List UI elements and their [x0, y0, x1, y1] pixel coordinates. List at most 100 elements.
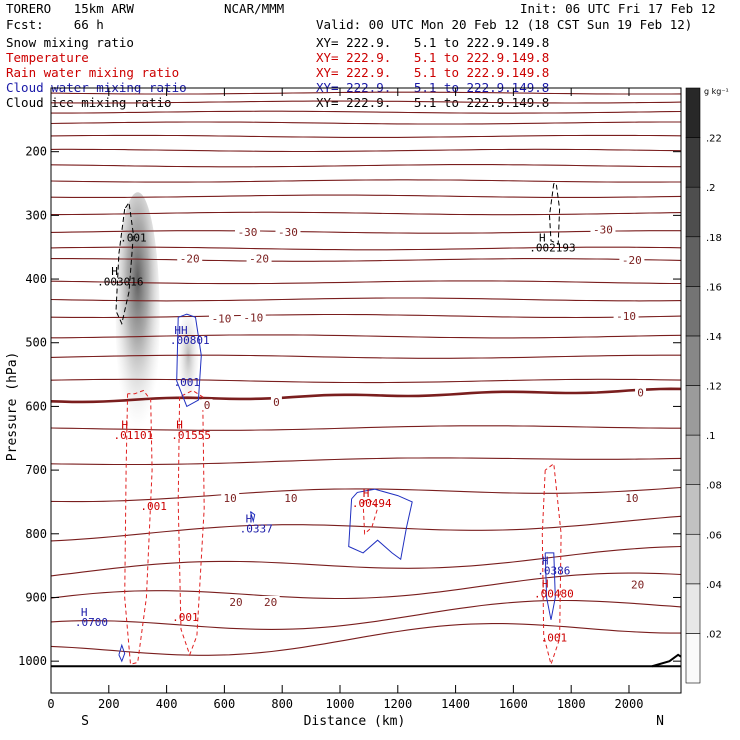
cloud-water-contour: [118, 643, 126, 663]
isotherm-line: [51, 110, 682, 114]
y-axis-label: Pressure (hPa): [5, 352, 20, 462]
valid-time: Valid: 00 UTC Mon 20 Feb 12 (18 CST Sun …: [316, 17, 693, 32]
isotherm-label: -20: [622, 254, 642, 267]
colorbar-segment: [685, 484, 701, 535]
contour-annotation: H: [363, 487, 370, 500]
contour-annotation: H: [121, 419, 128, 432]
isotherm-line: [50, 121, 681, 125]
contour-annotation: .00801: [170, 334, 210, 347]
cloud-ice-contour: [548, 183, 561, 245]
isotherm-label-bg: [281, 492, 300, 504]
isotherm-label-bg: [209, 312, 235, 324]
colorbar-segment: [685, 533, 701, 585]
x-tick-label: 200: [98, 697, 120, 711]
cloud-water-contour: [348, 488, 413, 561]
x-axis-label: Distance (km): [304, 714, 406, 729]
isotherm-label: -30: [278, 226, 298, 239]
forecast-hour: Fcst: 66 h: [6, 17, 104, 32]
contour-annotation: .0700: [75, 616, 108, 629]
isotherm-line: [50, 425, 681, 431]
y-tick-label: 500: [25, 336, 47, 350]
isotherm-line: [50, 148, 682, 153]
field-name-rain: Rain water mixing ratio: [6, 65, 180, 80]
contour-annotation: H: [246, 512, 253, 525]
colorbar-segment: [685, 583, 701, 634]
contour-annotation: .0337: [240, 523, 273, 536]
colorbar-tick-label: .1: [706, 431, 716, 442]
isotherm-line: [50, 599, 682, 630]
isotherm-label: -10: [212, 313, 232, 326]
contour-annotation: .00480: [534, 587, 574, 600]
isotherm-line: [50, 313, 682, 319]
x-tick-label: 600: [214, 697, 236, 711]
contour-annotation: H: [111, 265, 118, 278]
contour-annotation: H: [81, 606, 88, 619]
isotherm-line: [50, 164, 681, 168]
isotherm-label: 10: [284, 492, 297, 505]
contour-annotation: H: [542, 577, 549, 590]
isotherm-label-bg: [246, 252, 272, 264]
colorbar-segment: [685, 186, 701, 238]
isotherm-line: [50, 623, 681, 656]
contour-annotation: HH: [174, 324, 187, 337]
rain-contour: [362, 498, 379, 535]
isotherm-label-bg: [201, 399, 213, 411]
colorbar-segment: [685, 137, 701, 188]
isotherm-line: [50, 378, 682, 384]
y-tick-label: 1000: [18, 654, 47, 668]
colorbar-tick-label: .22: [706, 134, 722, 145]
isotherm-label-bg: [635, 386, 647, 398]
isotherm-label-bg: [177, 252, 203, 264]
colorbar-segment: [685, 236, 701, 287]
x-tick-label: 1600: [499, 697, 528, 711]
contour-annotation: H: [539, 231, 546, 244]
isotherm-line: [50, 457, 682, 466]
contour-annotation: .001: [174, 376, 201, 389]
field-xy-temperature: XY= 222.9. 5.1 to 222.9.149.8: [316, 50, 550, 65]
y-tick-label: 600: [25, 399, 47, 413]
isotherm-label: -10: [243, 311, 263, 324]
isotherm-label-bg: [275, 225, 301, 237]
colorbar-tick-label: .06: [706, 530, 722, 541]
colorbar-unit: g kg⁻¹: [704, 87, 729, 96]
x-tick-label: 2000: [615, 697, 644, 711]
isotherm-label-bg: [240, 311, 266, 323]
isotherm-line: [50, 134, 682, 138]
isotherm-label: -20: [249, 253, 269, 266]
isotherm-line: [51, 100, 682, 104]
colorbar-tick-label: .2: [706, 183, 716, 194]
isotherm-line: [50, 91, 682, 95]
rain-contour: [177, 389, 205, 657]
isotherm-label-bg: [235, 225, 261, 237]
isotherm-label: 0: [204, 399, 211, 412]
colorbar-tick-label: .16: [706, 282, 722, 293]
isotherm-label: 20: [229, 596, 242, 609]
cloud-water-contour: [176, 313, 202, 408]
field-xy-snow: XY= 222.9. 5.1 to 222.9.149.8: [316, 35, 550, 50]
south-label: S: [81, 714, 89, 729]
isotherm-label-bg: [619, 253, 645, 265]
isotherm-line: [51, 211, 682, 216]
colorbar-tick-label: .04: [706, 580, 722, 591]
contour-annotation: H: [542, 554, 549, 567]
x-tick-label: 400: [156, 697, 178, 711]
colorbar-segment: [685, 434, 701, 485]
isotherm-line: [50, 179, 681, 183]
contour-annotation: .003016: [97, 275, 143, 288]
y-tick-label: 700: [25, 463, 47, 477]
isotherm-label-bg: [261, 595, 280, 607]
isotherm-label-bg: [628, 578, 647, 590]
isotherm-label: 10: [625, 492, 638, 505]
x-tick-label: 1200: [383, 697, 412, 711]
isotherm-label-bg: [590, 223, 616, 235]
contour-annotation: .001: [140, 500, 167, 513]
rain-contour: [541, 462, 562, 667]
isotherm-label-bg: [622, 492, 641, 504]
isotherm-line: [50, 387, 682, 404]
x-tick-label: 0: [47, 697, 54, 711]
contour-annotation: .001: [541, 631, 568, 644]
colorbar-tick-label: .14: [706, 332, 722, 343]
isotherm-label-bg: [226, 595, 245, 607]
plot-frame: [50, 87, 682, 694]
